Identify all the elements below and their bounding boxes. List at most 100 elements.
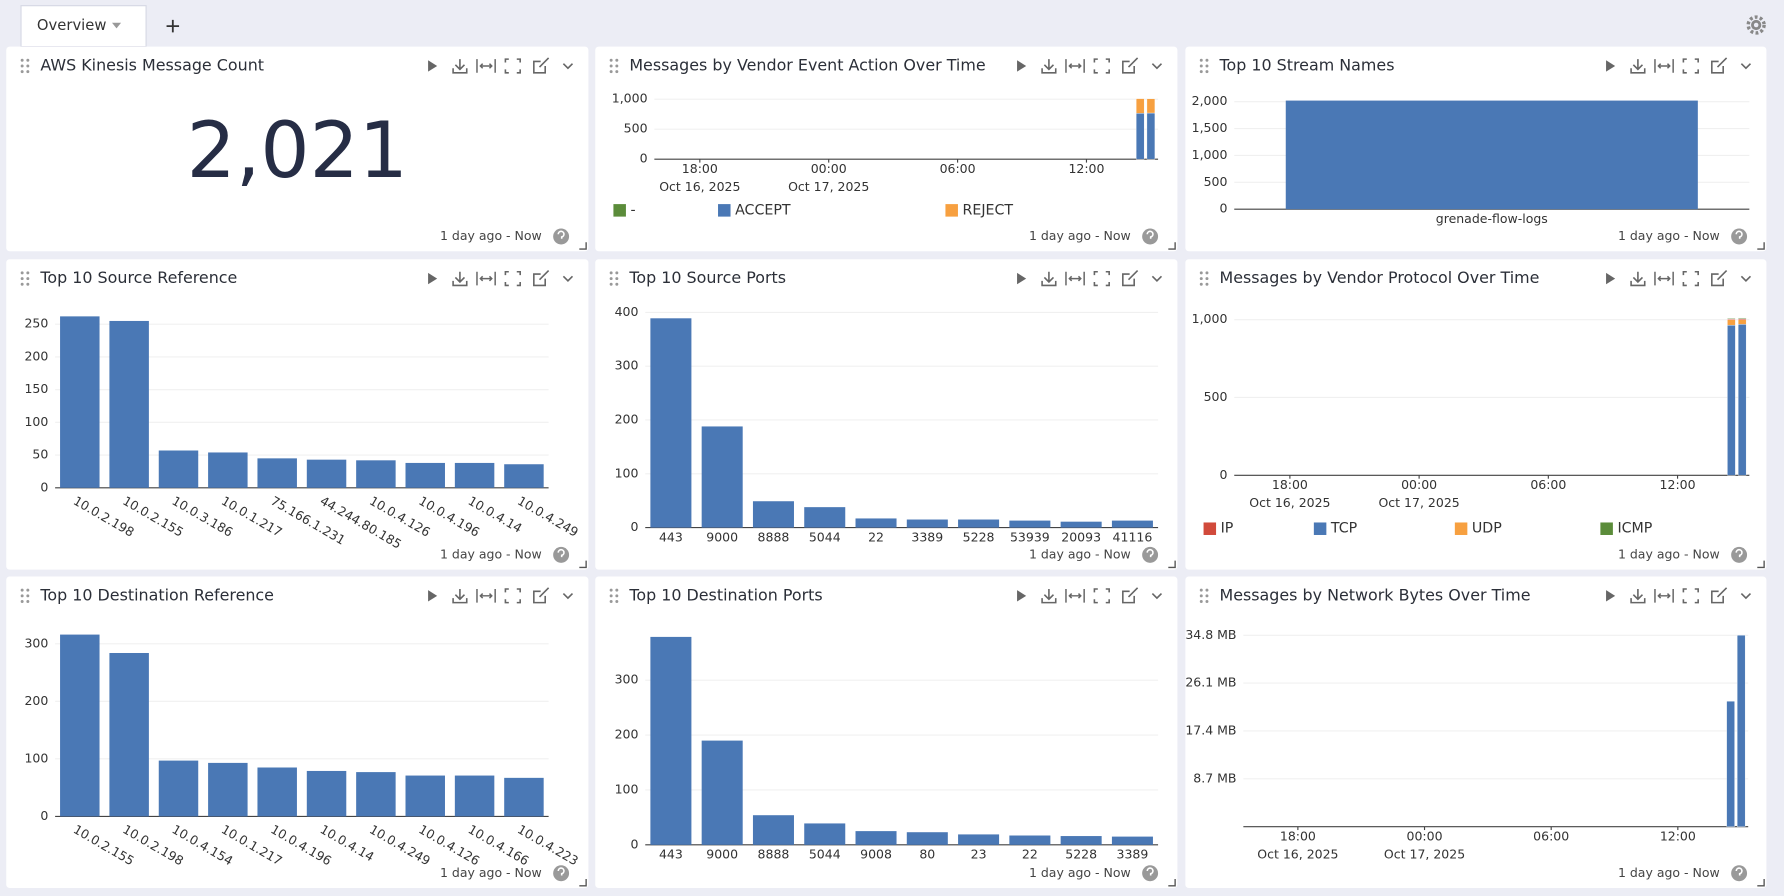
fullscreen-button[interactable]	[504, 270, 521, 287]
drag-handle[interactable]	[26, 282, 30, 286]
menu-button[interactable]	[562, 275, 574, 282]
drag-handle[interactable]	[26, 64, 30, 68]
download-button[interactable]	[1630, 588, 1646, 604]
help-glyph[interactable]	[1146, 548, 1154, 558]
drag-handle[interactable]	[1199, 70, 1203, 74]
fit-button[interactable]	[476, 271, 496, 286]
download-button[interactable]	[452, 588, 468, 604]
legend-label[interactable]: -	[630, 202, 635, 218]
gear-teeth[interactable]	[1746, 15, 1766, 35]
resize-handle[interactable]	[579, 878, 587, 887]
drag-handle[interactable]	[1199, 588, 1203, 592]
menu-button[interactable]	[562, 63, 574, 70]
drag-handle[interactable]	[1205, 600, 1209, 603]
edit-button[interactable]	[1711, 57, 1728, 74]
add-tab[interactable]	[166, 19, 180, 33]
tab[interactable]: Overview	[20, 5, 147, 48]
help-glyph[interactable]	[557, 548, 565, 558]
drag-handle[interactable]	[26, 58, 30, 62]
run-button[interactable]	[428, 60, 438, 72]
drag-handle[interactable]	[26, 600, 30, 603]
drag-handle[interactable]	[1199, 271, 1203, 275]
fullscreen-button[interactable]	[504, 58, 521, 74]
download-button[interactable]	[1041, 588, 1057, 604]
menu-button[interactable]	[1151, 63, 1163, 70]
legend-swatch[interactable]	[1313, 522, 1327, 535]
menu-button[interactable]	[562, 592, 574, 600]
drag-handle[interactable]	[609, 594, 613, 598]
drag-handle[interactable]	[609, 282, 613, 286]
drag-handle[interactable]	[26, 277, 30, 281]
menu-button[interactable]	[1740, 275, 1752, 282]
drag-handle[interactable]	[20, 282, 24, 286]
drag-handle[interactable]	[1205, 282, 1209, 286]
drag-handle[interactable]	[609, 277, 613, 281]
legend-swatch[interactable]	[945, 204, 958, 217]
fullscreen-button[interactable]	[504, 588, 521, 604]
drag-handle[interactable]	[615, 594, 619, 598]
run-button[interactable]	[1017, 60, 1027, 72]
menu-button[interactable]	[1740, 592, 1752, 600]
resize-handle[interactable]	[1168, 878, 1176, 887]
drag-handle[interactable]	[615, 282, 619, 286]
drag-handle[interactable]	[20, 600, 24, 603]
drag-handle[interactable]	[20, 64, 24, 68]
drag-handle[interactable]	[1205, 588, 1209, 592]
settings[interactable]	[1746, 15, 1766, 35]
fit-button[interactable]	[1654, 588, 1674, 603]
resize-handle[interactable]	[579, 560, 587, 569]
drag-handle[interactable]	[26, 70, 30, 74]
drag-handle[interactable]	[26, 271, 30, 275]
drag-handle[interactable]	[615, 70, 619, 74]
drag-handle[interactable]	[609, 64, 613, 68]
resize-handle[interactable]	[1757, 242, 1765, 250]
drag-handle[interactable]	[615, 277, 619, 281]
legend-label[interactable]: UDP	[1472, 521, 1502, 537]
legend-label[interactable]: ACCEPT	[735, 202, 791, 218]
drag-handle[interactable]	[609, 600, 613, 603]
fit-button[interactable]	[1654, 59, 1674, 73]
fit-button[interactable]	[476, 588, 496, 603]
drag-handle[interactable]	[615, 600, 619, 603]
drag-handle[interactable]	[1205, 271, 1209, 275]
fullscreen-button[interactable]	[1093, 58, 1110, 74]
drag-handle[interactable]	[615, 64, 619, 68]
menu-button[interactable]	[1151, 275, 1163, 282]
edit-button[interactable]	[1122, 57, 1139, 74]
legend-swatch[interactable]	[1203, 522, 1217, 535]
run-button[interactable]	[1606, 272, 1616, 285]
drag-handle[interactable]	[609, 271, 613, 275]
legend-label[interactable]: ICMP	[1617, 521, 1652, 537]
tab-box[interactable]	[20, 5, 147, 48]
help-glyph[interactable]	[557, 230, 565, 239]
resize-handle[interactable]	[1757, 560, 1765, 569]
edit-button[interactable]	[533, 587, 550, 604]
legend-label[interactable]: IP	[1221, 521, 1234, 537]
menu-button[interactable]	[1151, 592, 1163, 600]
drag-handle[interactable]	[1205, 58, 1209, 62]
menu-button[interactable]	[1740, 63, 1752, 70]
drag-handle[interactable]	[609, 588, 613, 592]
run-button[interactable]	[1606, 60, 1616, 72]
drag-handle[interactable]	[1199, 600, 1203, 603]
drag-handle[interactable]	[20, 594, 24, 598]
drag-handle[interactable]	[1205, 64, 1209, 68]
legend-swatch[interactable]	[613, 204, 626, 217]
drag-handle[interactable]	[1199, 64, 1203, 68]
drag-handle[interactable]	[20, 271, 24, 275]
run-button[interactable]	[1606, 590, 1616, 602]
drag-handle[interactable]	[1205, 277, 1209, 281]
help-glyph[interactable]	[1146, 230, 1154, 239]
fit-button[interactable]	[476, 59, 496, 73]
fullscreen-button[interactable]	[1682, 270, 1699, 287]
edit-button[interactable]	[1711, 270, 1728, 287]
drag-handle[interactable]	[26, 588, 30, 592]
drag-handle[interactable]	[615, 58, 619, 62]
tab-label[interactable]: Overview	[37, 17, 107, 34]
drag-handle[interactable]	[615, 271, 619, 275]
help-glyph[interactable]	[1146, 867, 1154, 876]
drag-handle[interactable]	[609, 70, 613, 74]
fullscreen-button[interactable]	[1682, 58, 1699, 74]
download-button[interactable]	[1630, 59, 1646, 74]
legend-label[interactable]: TCP	[1330, 521, 1358, 537]
